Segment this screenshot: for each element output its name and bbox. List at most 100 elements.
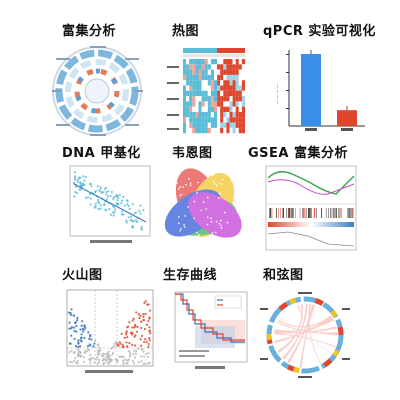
volcano-point bbox=[111, 346, 115, 349]
heatmap-cell bbox=[192, 85, 196, 91]
volcano-point bbox=[146, 355, 150, 358]
heatmap-cell bbox=[241, 122, 245, 128]
heatmap-cell bbox=[217, 85, 221, 91]
heatmap-cell bbox=[214, 122, 218, 128]
heatmap-cell bbox=[235, 96, 239, 102]
methylation-point bbox=[122, 195, 125, 199]
heatmap-cell bbox=[229, 112, 233, 118]
volcano-point bbox=[143, 340, 146, 343]
heatmap-cell bbox=[226, 90, 230, 97]
heatmap-cell bbox=[223, 85, 227, 91]
volcano-point bbox=[72, 351, 75, 355]
heatmap-cell bbox=[210, 59, 214, 65]
methylation-point bbox=[98, 189, 101, 192]
heatmap-cell bbox=[183, 96, 187, 102]
methylation-point bbox=[83, 179, 86, 182]
methylation-point bbox=[120, 202, 123, 205]
volcano-point bbox=[83, 325, 86, 328]
methylation-point bbox=[118, 193, 121, 197]
heatmap-cell bbox=[204, 69, 208, 75]
heatmap-cell bbox=[198, 90, 202, 97]
heatmap-cell bbox=[198, 74, 202, 81]
volcano-point bbox=[68, 327, 71, 330]
volcano-point bbox=[147, 362, 150, 365]
methylation-point bbox=[72, 181, 76, 184]
heatmap-cell bbox=[235, 69, 239, 75]
volcano-point bbox=[68, 321, 71, 324]
venn-dot bbox=[183, 223, 185, 226]
heatmap-cell bbox=[238, 106, 242, 112]
volcano-point bbox=[98, 353, 101, 356]
heatmap-cell bbox=[183, 85, 187, 91]
heatmap-cell bbox=[226, 106, 230, 112]
volcano-point bbox=[128, 321, 131, 324]
volcano-point bbox=[105, 356, 108, 359]
methylation-point bbox=[109, 195, 112, 198]
title-chord: 和弦图 bbox=[263, 268, 304, 283]
heatmap-cell bbox=[186, 106, 190, 112]
volcano-point bbox=[148, 361, 152, 364]
methylation-point bbox=[140, 225, 143, 229]
methylation-scatter bbox=[60, 164, 152, 246]
heatmap-cell bbox=[232, 64, 236, 70]
volcano-point bbox=[126, 326, 129, 329]
heatmap-cell bbox=[217, 122, 221, 128]
title-qpcr: qPCR 实验可视化 bbox=[263, 24, 376, 39]
heatmap-cell bbox=[192, 117, 196, 123]
methylation-point bbox=[120, 213, 123, 216]
heatmap-cell bbox=[238, 80, 242, 86]
heatmap-cell bbox=[204, 74, 208, 81]
heatmap-cell bbox=[207, 96, 211, 102]
heatmap-cell bbox=[210, 101, 214, 107]
methylation-point bbox=[129, 215, 133, 218]
heatmap-cell bbox=[217, 96, 221, 102]
heatmap-cell bbox=[186, 69, 190, 75]
heatmap-figure bbox=[165, 46, 247, 136]
volcano-point bbox=[147, 303, 150, 306]
volcano-point bbox=[116, 343, 119, 346]
heatmap-cell bbox=[195, 101, 199, 107]
methylation-point bbox=[126, 203, 129, 206]
venn-dot bbox=[210, 220, 213, 223]
volcano-point bbox=[86, 350, 89, 353]
volcano-point bbox=[122, 345, 125, 348]
volcano-point bbox=[137, 313, 140, 316]
heatmap-cell bbox=[214, 90, 218, 97]
heatmap-cell bbox=[229, 74, 233, 81]
volcano-point bbox=[86, 347, 89, 350]
venn-dot bbox=[197, 181, 200, 184]
methylation-point bbox=[131, 219, 134, 222]
volcano-point bbox=[88, 348, 91, 352]
chord-link bbox=[308, 303, 322, 366]
heatmap-cell bbox=[229, 96, 233, 102]
heatmap-cell bbox=[238, 85, 242, 91]
heatmap-cell bbox=[183, 127, 187, 134]
volcano-point bbox=[102, 352, 105, 355]
volcano-point bbox=[89, 362, 92, 365]
volcano-point bbox=[113, 342, 116, 345]
volcano-point bbox=[125, 341, 128, 344]
volcano-point bbox=[140, 355, 143, 358]
heatmap-cell bbox=[220, 112, 224, 118]
volcano-point bbox=[129, 351, 132, 354]
venn-dot bbox=[197, 234, 200, 237]
heatmap-cell bbox=[195, 69, 199, 75]
heatmap-cell bbox=[207, 122, 211, 128]
heatmap-cell bbox=[223, 96, 227, 102]
heatmap-cell bbox=[223, 64, 227, 70]
volcano-point bbox=[113, 345, 116, 348]
venn-dot bbox=[179, 185, 181, 188]
title-survival: 生存曲线 bbox=[163, 268, 218, 283]
heatmap-cell bbox=[220, 74, 224, 81]
methylation-point bbox=[79, 182, 82, 185]
volcano-point bbox=[145, 323, 149, 326]
heatmap-cell bbox=[241, 101, 245, 107]
volcano-point bbox=[77, 352, 80, 355]
volcano-point bbox=[94, 339, 97, 343]
volcano-point bbox=[148, 309, 152, 312]
methylation-point bbox=[131, 202, 134, 206]
volcano-point bbox=[136, 330, 139, 333]
heatmap-cell bbox=[217, 117, 221, 123]
methylation-point bbox=[125, 219, 128, 222]
title-venn: 韦恩图 bbox=[172, 146, 213, 161]
